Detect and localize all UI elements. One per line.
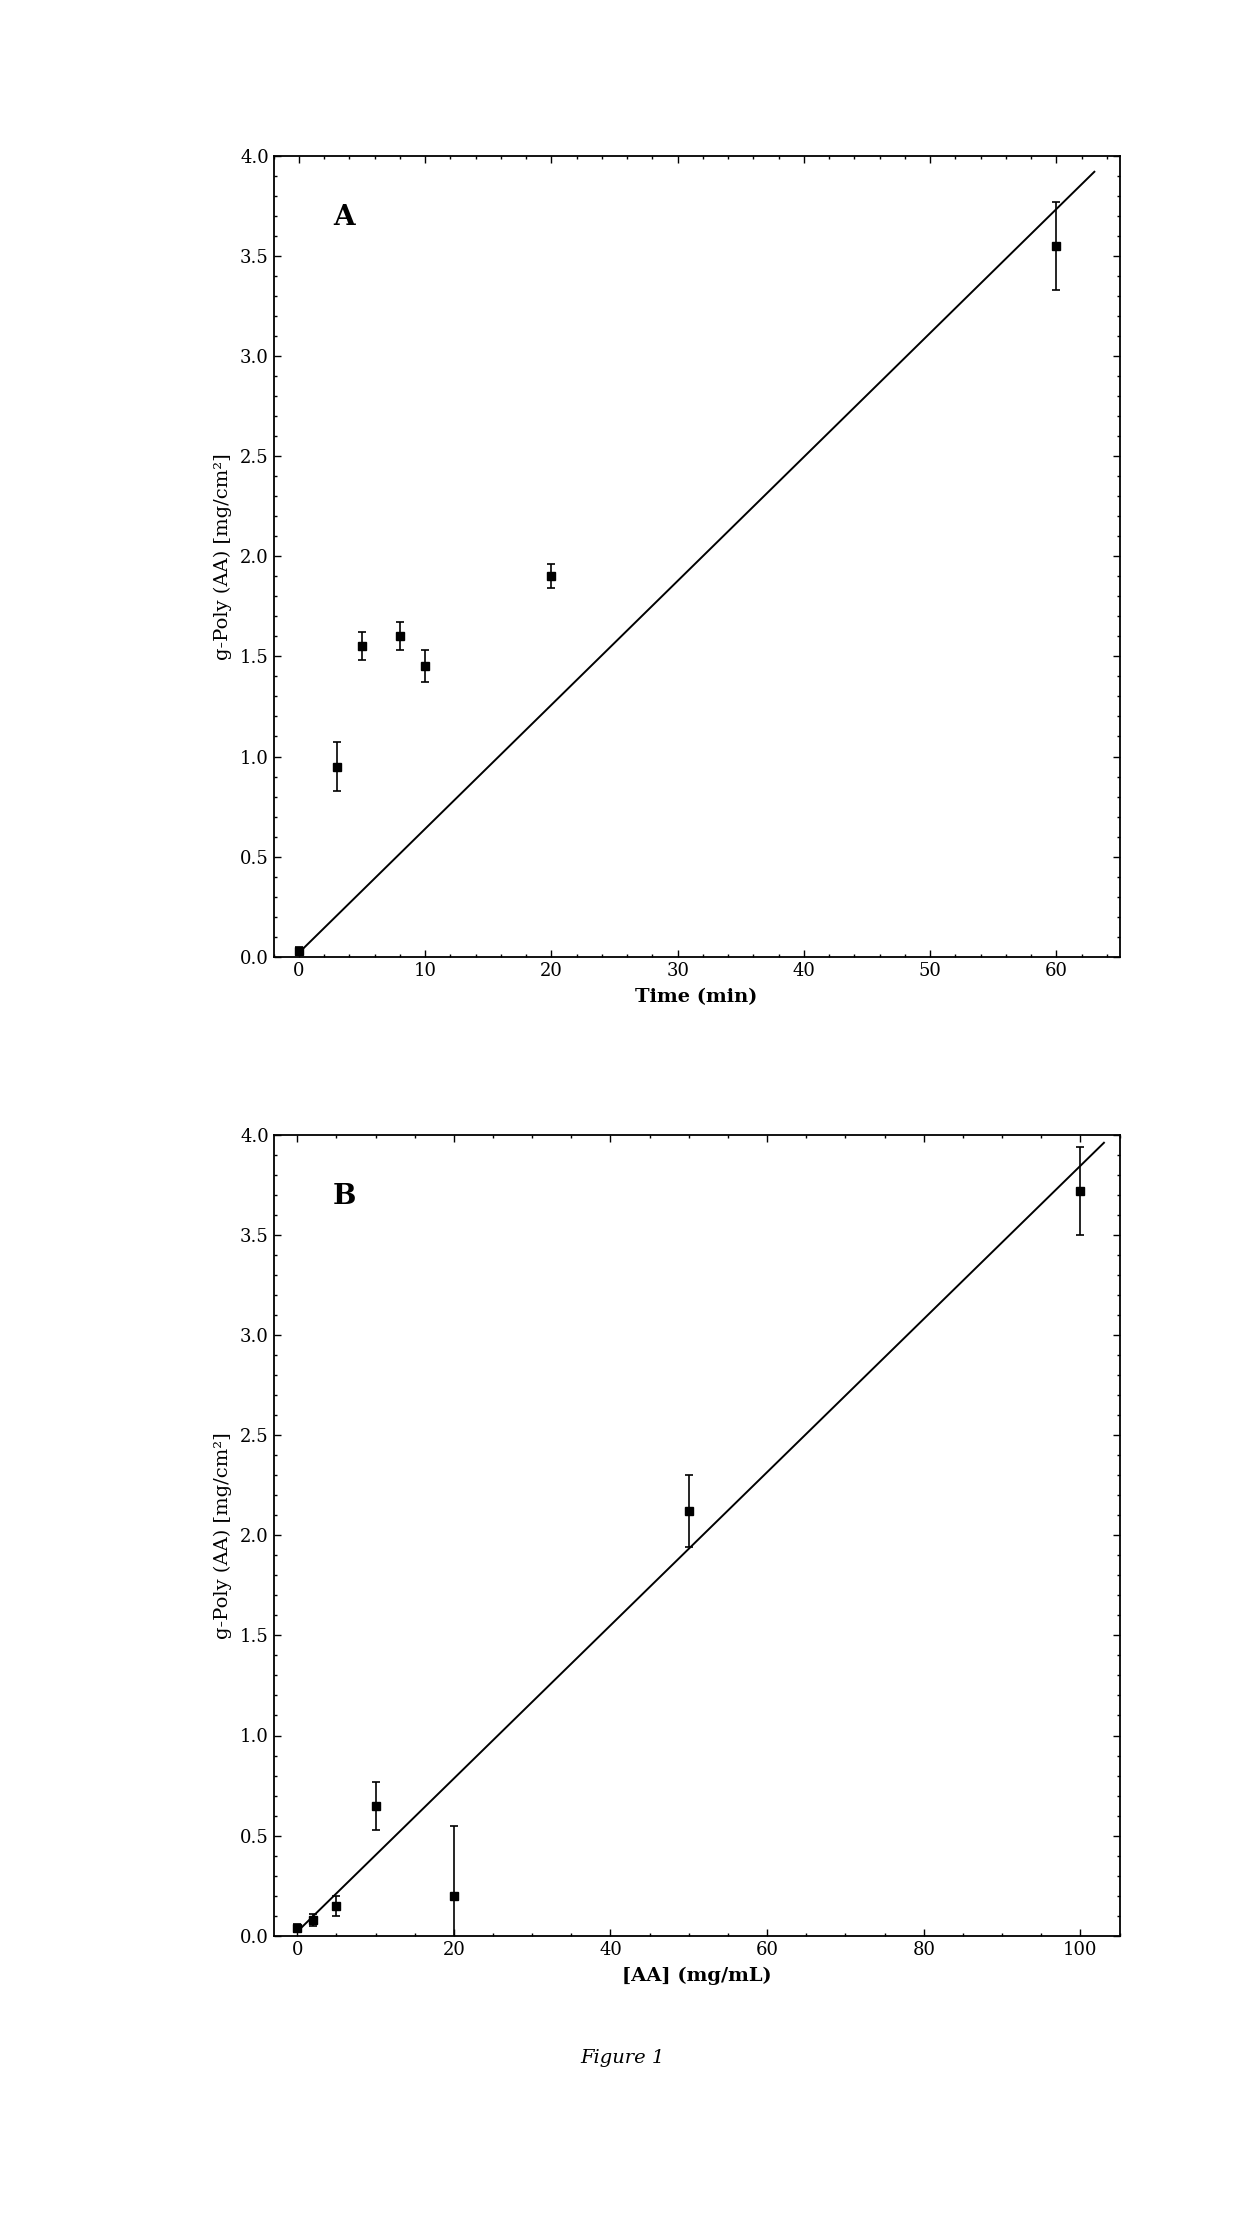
X-axis label: [AA] (mg/mL): [AA] (mg/mL) (622, 1967, 771, 1985)
X-axis label: Time (min): Time (min) (636, 988, 758, 1006)
Text: Figure 1: Figure 1 (580, 2049, 664, 2067)
Y-axis label: g-Poly (AA) [mg/cm²]: g-Poly (AA) [mg/cm²] (214, 454, 231, 659)
Y-axis label: g-Poly (AA) [mg/cm²]: g-Poly (AA) [mg/cm²] (214, 1433, 231, 1638)
Text: B: B (333, 1184, 356, 1210)
Text: A: A (333, 205, 355, 231)
